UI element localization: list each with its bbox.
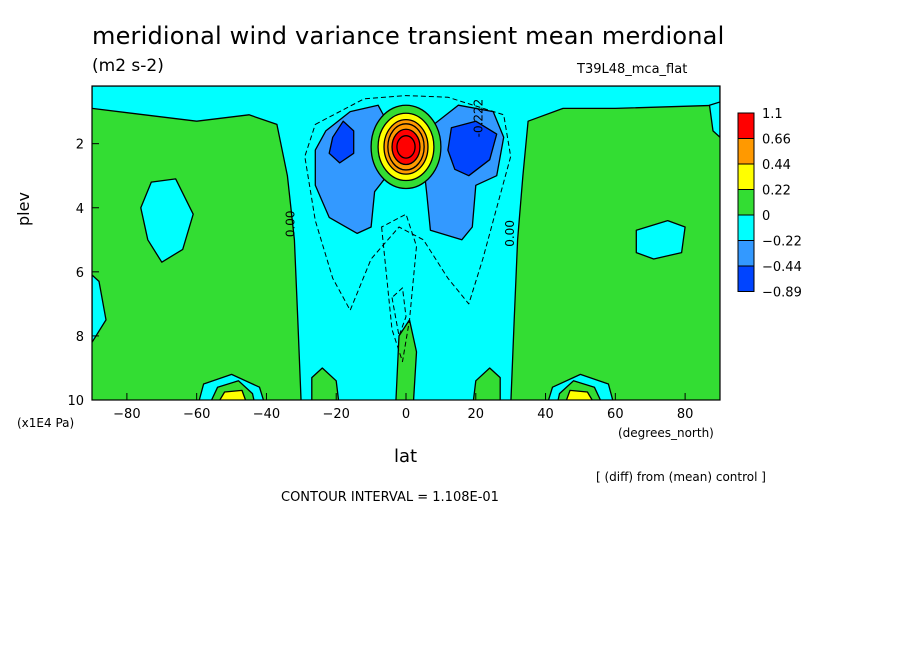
- dashed-contour-outer: [304, 95, 512, 311]
- legend-label: 0.44: [762, 158, 791, 173]
- chart-title: meridional wind variance transient mean …: [92, 22, 725, 50]
- x-tick-label: −20: [323, 407, 350, 422]
- x-tick-label: 20: [468, 407, 485, 422]
- surface-green-nh-inner: [472, 367, 501, 400]
- x-axis-label: lat: [394, 446, 418, 467]
- equatorial-max-110: [391, 128, 421, 166]
- surface-max-sh: [219, 389, 247, 400]
- y-tick-label: 8: [76, 330, 84, 345]
- x-tick-label: −40: [253, 407, 280, 422]
- x-tick-label: 60: [607, 407, 624, 422]
- tropical-negative-band: [92, 86, 720, 400]
- cyan-edge-sh: [92, 274, 107, 343]
- x-axis-unit: (degrees_north): [618, 426, 714, 440]
- legend-swatch: [737, 240, 755, 267]
- x-tick-label: 0: [402, 407, 410, 422]
- contour-label-2: -0.222: [472, 99, 486, 138]
- contour-label-1: 0.00: [503, 220, 517, 247]
- legend-label: −0.44: [762, 260, 802, 275]
- contour-interval: CONTOUR INTERVAL = 1.108E-01: [281, 490, 499, 505]
- run-label: T39L48_mca_flat: [577, 62, 688, 77]
- legend-label: −0.22: [762, 235, 802, 250]
- legend-swatch: [737, 163, 755, 190]
- plot-layer: [92, 86, 720, 400]
- x-tick-label: −80: [113, 407, 140, 422]
- contour-label-0: 0.00: [283, 210, 297, 237]
- dashed-contour-inner: [391, 287, 407, 337]
- surface-green-sh-inner: [311, 367, 340, 400]
- x-tick-label: −60: [183, 407, 210, 422]
- legend-label: 0.22: [762, 184, 791, 199]
- x-tick-label: 40: [537, 407, 554, 422]
- equatorial-contour-b: [396, 135, 416, 159]
- equatorial-contour-a: [387, 123, 425, 171]
- surface-max-nh: [565, 389, 593, 400]
- y-tick-label: 6: [76, 266, 84, 281]
- y-tick-label: 10: [67, 394, 84, 409]
- legend-swatch: [737, 138, 755, 165]
- cyan-blob-sh: [140, 178, 194, 263]
- units-label: (m2 s-2): [92, 56, 164, 76]
- legend-label: −0.89: [762, 286, 802, 301]
- legend-swatch: [737, 214, 755, 241]
- x-tick-label: 80: [677, 407, 694, 422]
- legend-label: 1.1: [762, 107, 783, 122]
- y-tick-label: 4: [76, 202, 84, 217]
- y-tick-label: 2: [76, 138, 84, 153]
- diff-note: [ (diff) from (mean) control ]: [596, 470, 766, 484]
- deep-minimum-sh: [328, 120, 355, 164]
- legend-swatch: [737, 112, 755, 139]
- legend-label: 0.66: [762, 133, 791, 148]
- deep-minimum-nh: [447, 120, 498, 177]
- legend-swatch: [737, 265, 755, 292]
- cyan-blob-nh: [635, 219, 686, 260]
- legend-label: 0: [762, 209, 770, 224]
- legend-swatch: [737, 189, 755, 216]
- dashed-contour-center: [381, 213, 417, 363]
- y-axis-unit: (x1E4 Pa): [17, 416, 75, 430]
- cyan-edge-nh: [708, 101, 720, 138]
